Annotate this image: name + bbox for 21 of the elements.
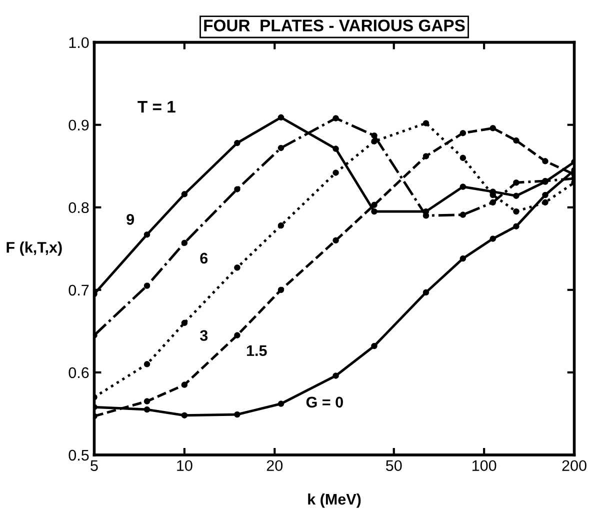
y-tick-label: 0.7 <box>68 284 89 296</box>
series-label: 1.5 <box>246 345 267 356</box>
x-tick-label: 5 <box>90 460 98 472</box>
y-tick-label: 1.0 <box>69 37 89 48</box>
series-label: 3 <box>200 330 208 341</box>
annotation: T = 1 <box>138 101 176 112</box>
chart-title: FOUR PLATES - VARIOUS GAPS <box>204 20 465 32</box>
y-tick-label: 0.5 <box>68 450 89 461</box>
x-tick-label: 10 <box>177 460 192 472</box>
x-tick-label: 20 <box>266 460 283 472</box>
y-axis-title: F (k,T,x) <box>6 242 62 256</box>
y-tick-label: 0.6 <box>68 367 89 378</box>
y-tick-label: 0.8 <box>68 202 89 214</box>
x-tick-label: 200 <box>562 460 586 472</box>
series-label: 9 <box>126 214 134 225</box>
y-tick-label: 0.9 <box>68 120 89 131</box>
x-tick-label: 100 <box>472 460 496 472</box>
series-label: G = 0 <box>306 396 343 408</box>
x-tick-label: 50 <box>386 460 402 472</box>
series-label: 6 <box>200 252 208 264</box>
x-axis-title: k (MeV) <box>308 493 361 508</box>
